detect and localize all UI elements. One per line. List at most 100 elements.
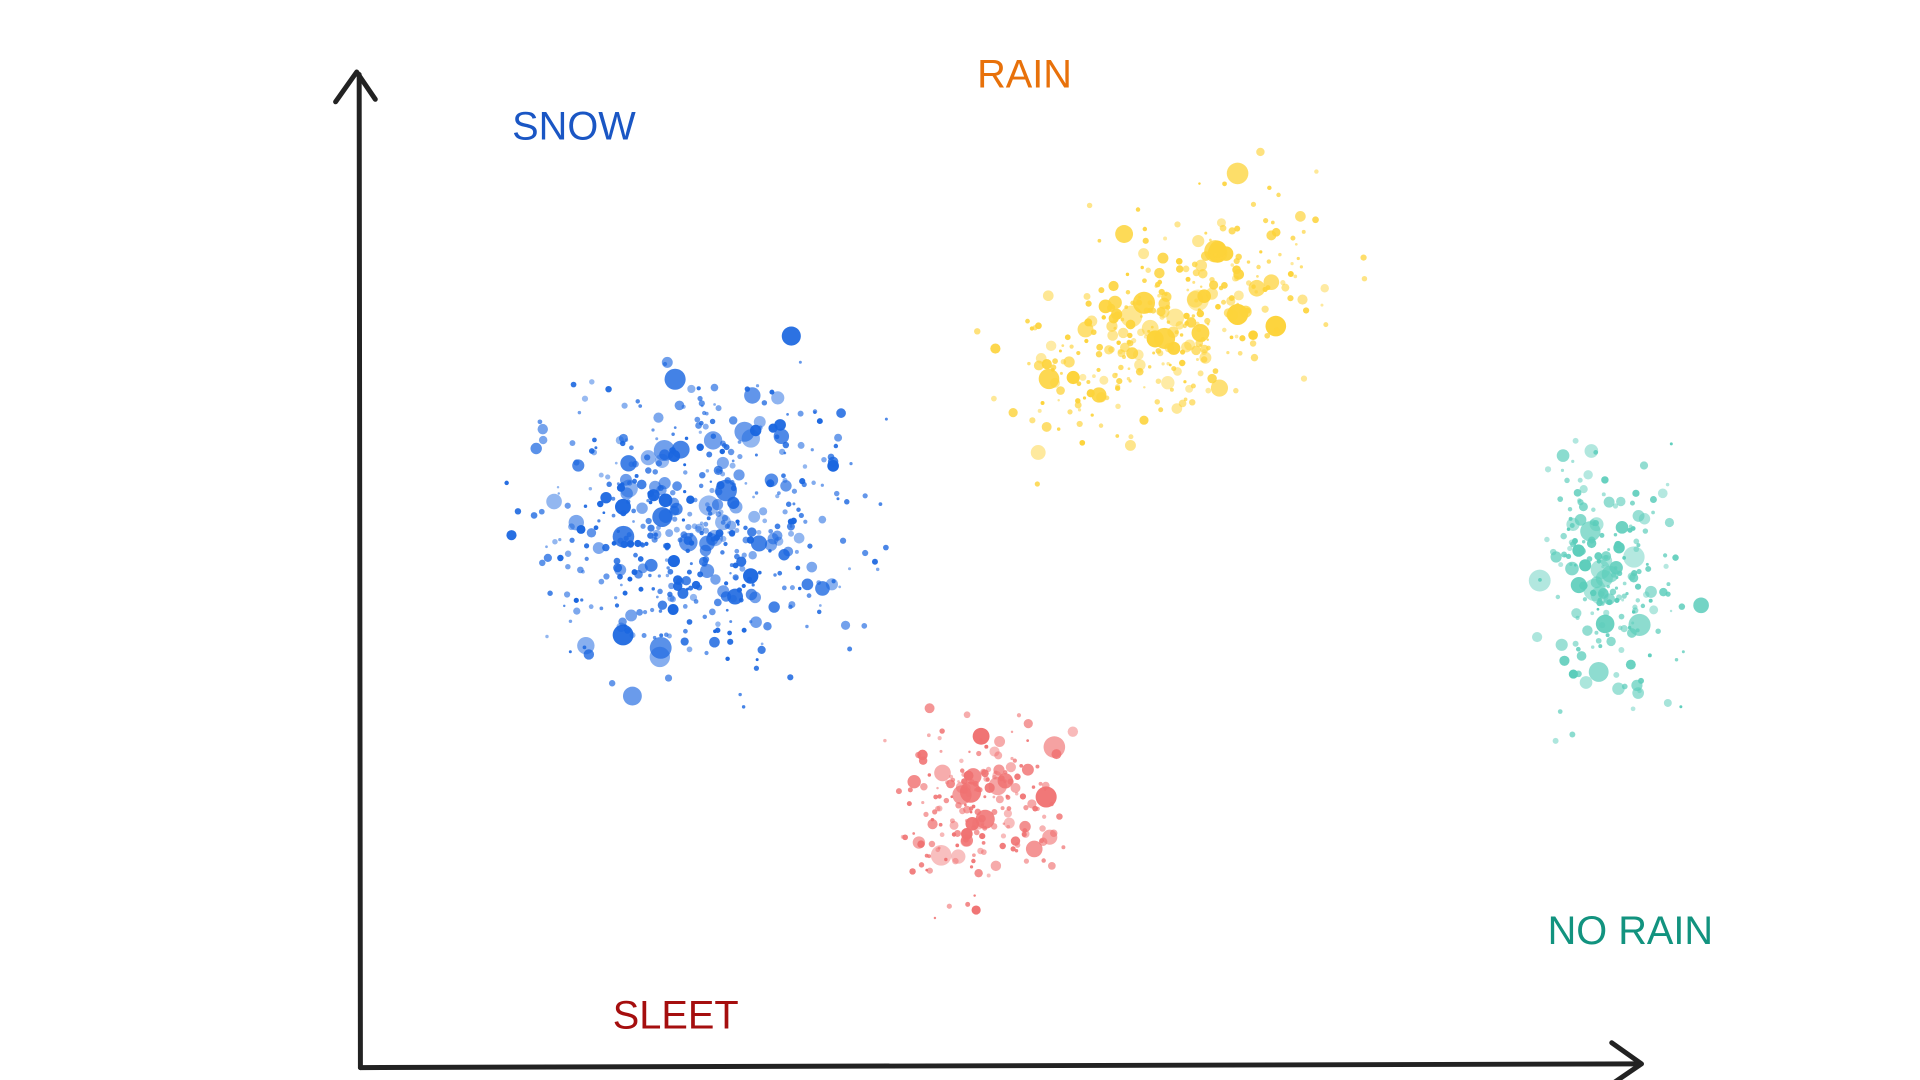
- cluster-dot: [1035, 764, 1040, 769]
- cluster-dot: [1607, 548, 1611, 552]
- cluster-dot: [597, 519, 601, 523]
- cluster-dot: [1577, 477, 1583, 483]
- cluster-dot: [990, 823, 998, 830]
- cluster-dot: [661, 356, 673, 368]
- cluster-dot: [979, 738, 983, 742]
- cluster-dot: [1115, 225, 1134, 243]
- cluster-dot: [1575, 615, 1580, 620]
- cluster-dot: [1005, 762, 1016, 773]
- cluster-dot: [971, 804, 976, 809]
- cluster-dot: [878, 502, 883, 506]
- cluster-dot: [924, 703, 935, 714]
- cluster-dot: [1599, 532, 1605, 538]
- cluster-dot: [733, 469, 745, 481]
- cluster-dot: [1010, 782, 1021, 793]
- cluster-dot: [965, 901, 971, 907]
- cluster-dot: [1249, 340, 1257, 347]
- cluster-dot: [1108, 313, 1119, 324]
- cluster-dot: [969, 865, 974, 869]
- cluster-dot: [1137, 328, 1145, 337]
- cluster-dot: [989, 746, 1000, 757]
- cluster-dot: [963, 805, 971, 814]
- cluster-dot: [674, 400, 685, 411]
- cluster-dot: [747, 527, 757, 537]
- cluster-dot: [1166, 308, 1185, 327]
- cluster-dot: [1139, 415, 1149, 425]
- no-rain-label: NO RAIN: [1548, 909, 1714, 953]
- cluster-dot: [926, 867, 933, 874]
- cluster-dot: [1360, 254, 1367, 261]
- cluster-dot: [1104, 345, 1114, 355]
- cluster-dot: [1025, 840, 1043, 858]
- cluster-dot: [1600, 555, 1613, 567]
- cluster-dot: [655, 595, 659, 599]
- cluster-dot: [928, 840, 936, 848]
- cluster-dot: [1209, 276, 1215, 283]
- cluster-dot: [1256, 264, 1261, 270]
- cluster-dot: [670, 489, 676, 496]
- cluster-dot: [990, 860, 1002, 872]
- cluster-dot: [700, 563, 715, 578]
- cluster-dot: [702, 556, 710, 563]
- cluster-dot: [768, 528, 774, 534]
- cluster-dot: [1566, 527, 1571, 531]
- cluster-dot: [1273, 327, 1280, 334]
- cluster-dot: [1118, 364, 1124, 371]
- cluster-dot: [974, 868, 983, 878]
- cluster-dot: [777, 491, 781, 495]
- cluster-dot: [731, 459, 735, 463]
- cluster-dot: [1616, 496, 1626, 507]
- cluster-dot: [1615, 576, 1619, 580]
- cluster-dot: [974, 328, 981, 335]
- cluster-dot: [694, 416, 701, 423]
- cluster-dot: [577, 636, 595, 655]
- cluster-dot: [1222, 181, 1227, 187]
- cluster-dot: [1583, 578, 1606, 602]
- cluster-dot: [703, 431, 723, 450]
- cluster-dot: [936, 786, 939, 790]
- cluster-dot: [781, 473, 786, 479]
- cluster-dot: [653, 412, 664, 423]
- cluster-dot: [838, 585, 842, 589]
- cluster-dot: [1157, 252, 1169, 264]
- cluster-dot: [1061, 845, 1066, 850]
- cluster-dot: [686, 619, 693, 625]
- cluster-dot: [752, 495, 755, 499]
- cluster-dot: [1042, 290, 1054, 302]
- cluster-dot: [1039, 838, 1044, 844]
- cluster-dot: [729, 563, 734, 568]
- cluster-dot: [686, 569, 692, 575]
- cluster-dot: [1095, 350, 1103, 358]
- cluster-dot: [774, 523, 781, 530]
- cluster-dot: [1210, 379, 1229, 397]
- cluster-dot: [636, 479, 647, 490]
- cluster-dot: [1164, 342, 1175, 353]
- cluster-dot: [969, 779, 975, 785]
- cluster-dot: [1198, 182, 1201, 185]
- cluster-dot: [588, 486, 593, 491]
- cluster-dot: [709, 636, 720, 648]
- cluster-dot: [937, 794, 942, 799]
- cluster-dot: [1029, 417, 1036, 424]
- cluster-dot: [1041, 359, 1052, 370]
- y-axis-arrow: [333, 69, 378, 105]
- cluster-dot: [530, 512, 538, 519]
- cluster-dot: [1589, 517, 1604, 532]
- cluster-dot: [1096, 343, 1104, 351]
- cluster-dot: [991, 809, 998, 815]
- cluster-dot: [1270, 220, 1275, 225]
- cluster-dot: [834, 490, 840, 497]
- cluster-dot: [1076, 420, 1083, 428]
- cluster-dot: [1632, 509, 1645, 522]
- cluster-dot: [736, 587, 743, 593]
- cluster-dot: [1221, 299, 1227, 305]
- cluster-dot: [789, 585, 795, 591]
- cluster-dot: [1623, 546, 1645, 568]
- cluster-dot: [734, 553, 740, 560]
- cluster-dot: [1090, 329, 1097, 336]
- cluster-dot: [1663, 699, 1672, 707]
- cluster-dot: [659, 449, 670, 461]
- cluster-dot: [648, 500, 653, 505]
- cluster-dot: [683, 628, 688, 634]
- cluster-dot: [1197, 308, 1201, 312]
